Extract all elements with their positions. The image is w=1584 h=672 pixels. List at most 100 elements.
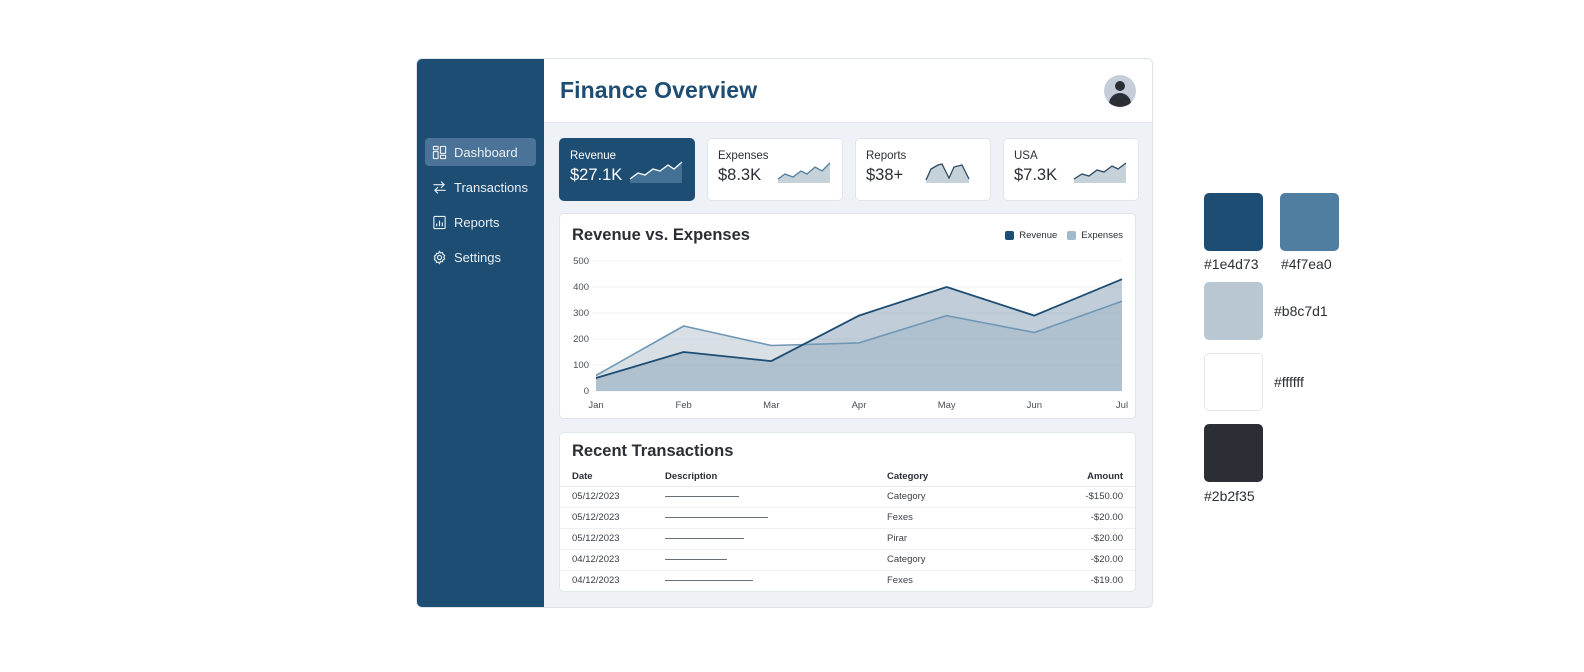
sidebar-item-settings[interactable]: Settings <box>425 243 536 271</box>
sidebar-item-label: Transactions <box>454 179 528 195</box>
kpi-card-expenses[interactable]: Expenses $8.3K <box>707 138 843 201</box>
transactions-table: Date Description Category Amount 05/12/2… <box>560 467 1135 591</box>
cell-category: Fexes <box>887 575 913 587</box>
palette-label: #ffffff <box>1274 374 1304 390</box>
cell-amount: -$19.00 <box>1090 575 1123 587</box>
y-tick-label: 300 <box>573 308 589 319</box>
cell-description <box>665 570 887 591</box>
kpi-value: $7.3K <box>1014 166 1058 184</box>
description-placeholder-line <box>665 496 739 497</box>
table-header-row: Date Description Category Amount <box>560 467 1135 487</box>
sidebar-item-label: Reports <box>454 214 500 230</box>
cell-category: Pirar <box>887 528 1000 550</box>
y-tick-label: 100 <box>573 360 589 371</box>
x-tick-label: Mar <box>763 400 779 411</box>
transactions-title: Recent Transactions <box>572 442 734 460</box>
x-tick-label: Jul <box>1116 400 1128 411</box>
cell-amount: -$20.00 <box>999 549 1135 571</box>
y-tick-label: 400 <box>573 282 589 293</box>
sidebar-item-transactions[interactable]: Transactions <box>425 173 536 201</box>
chart-title: Revenue vs. Expenses <box>572 226 750 244</box>
main-content: Finance Overview Revenue $27.1K Expenses… <box>544 59 1152 607</box>
cell-date: 05/12/2023 <box>560 486 665 508</box>
column-header-description[interactable]: Description <box>665 467 887 487</box>
kpi-label: Revenue <box>570 150 617 162</box>
y-tick-label: 200 <box>573 334 589 345</box>
expenses-line <box>595 300 1123 377</box>
palette-swatch-primary <box>1204 193 1263 251</box>
swap-arrows-icon <box>433 180 446 194</box>
palette-label: #2b2f35 <box>1204 488 1255 504</box>
dashboard-grid-icon <box>432 145 447 159</box>
user-avatar-icon[interactable] <box>1104 74 1136 107</box>
x-tick-label: Jun <box>1027 400 1042 411</box>
revenue-line <box>595 278 1123 379</box>
cell-date: 05/12/2023 <box>560 507 665 529</box>
sparkline-icon <box>629 161 683 183</box>
description-placeholder-line <box>665 559 727 560</box>
sparkline-icon <box>777 162 831 183</box>
revenue-expenses-chart-card: Revenue vs. Expenses Revenue Expenses 0 1… <box>559 213 1136 419</box>
legend-item-revenue[interactable]: Revenue <box>1005 230 1057 241</box>
column-header-amount[interactable]: Amount <box>999 467 1135 487</box>
legend-swatch <box>1005 231 1015 240</box>
sparkline-icon <box>925 163 970 183</box>
table-row[interactable]: 05/12/2023 Category -$150.00 <box>560 486 1135 508</box>
y-tick-label: 0 <box>584 386 589 397</box>
avatar-body <box>1109 92 1131 107</box>
recent-transactions-card: Recent Transactions Date Description Cat… <box>559 432 1136 592</box>
cell-date: 05/12/2023 <box>560 528 665 550</box>
sparkline-icon <box>1073 162 1127 183</box>
sidebar: Dashboard Transactions Reports Settings <box>417 59 544 607</box>
kpi-label: Expenses <box>718 150 769 162</box>
cell-description <box>665 507 887 529</box>
x-tick-label: Jan <box>588 400 603 411</box>
report-chart-icon <box>433 215 446 229</box>
area-chart: 0 100 200 300 400 500 Jan Feb Mar Apr May Jun Jul <box>573 256 1128 411</box>
palette-swatch-secondary <box>1280 193 1339 251</box>
kpi-card-revenue[interactable]: Revenue $27.1K <box>559 138 695 201</box>
description-placeholder-line <box>665 538 744 539</box>
y-tick-label: 500 <box>573 256 589 267</box>
page-title: Finance Overview <box>560 77 758 103</box>
cell-category: Fexes <box>887 507 1000 529</box>
kpi-card-reports[interactable]: Reports $38+ <box>855 138 991 201</box>
cell-description <box>665 549 887 571</box>
x-tick-label: Apr <box>852 400 867 411</box>
column-header-date[interactable]: Date <box>560 467 665 487</box>
sidebar-item-dashboard[interactable]: Dashboard <box>425 138 536 166</box>
legend-label: Expenses <box>1081 230 1123 241</box>
cell-category: Category <box>887 549 1000 571</box>
sidebar-item-label: Settings <box>454 249 501 265</box>
page-header: Finance Overview <box>544 59 1152 123</box>
table-row[interactable]: 04/12/2023 Category -$20.00 <box>560 549 1135 571</box>
gear-icon <box>433 249 446 265</box>
sidebar-item-reports[interactable]: Reports <box>425 208 536 236</box>
kpi-value: $38+ <box>866 166 904 184</box>
legend-item-expenses[interactable]: Expenses <box>1067 230 1123 241</box>
kpi-label: Reports <box>866 150 907 162</box>
cell-description <box>665 528 887 550</box>
legend-label: Revenue <box>1019 230 1058 241</box>
table-row[interactable]: 04/12/2023 Fexes -$19.00 <box>560 570 1135 591</box>
table-row[interactable]: 05/12/2023 Pirar -$20.00 <box>560 528 1135 550</box>
cell-category: Category <box>887 486 1000 508</box>
kpi-card-usa[interactable]: USA $7.3K <box>1003 138 1139 201</box>
sidebar-item-label: Dashboard <box>454 144 518 160</box>
cell-date: 04/12/2023 <box>572 575 620 587</box>
table-row[interactable]: 05/12/2023 Fexes -$20.00 <box>560 507 1135 529</box>
cell-amount: -$20.00 <box>999 507 1135 529</box>
cell-amount: -$150.00 <box>999 486 1135 508</box>
chart-legend: Revenue Expenses <box>1005 230 1123 241</box>
kpi-label: USA <box>1014 150 1038 162</box>
kpi-row: Revenue $27.1K Expenses $8.3K Reports $3… <box>559 138 1139 201</box>
app-window: Dashboard Transactions Reports Settings … <box>416 58 1153 608</box>
cell-amount: -$20.00 <box>999 528 1135 550</box>
cell-date: 04/12/2023 <box>560 549 665 571</box>
palette-label: #1e4d73 <box>1204 256 1259 272</box>
palette-swatch-dark <box>1204 424 1263 482</box>
description-placeholder-line <box>665 580 753 582</box>
x-tick-label: May <box>938 400 956 411</box>
column-header-category[interactable]: Category <box>887 467 1000 487</box>
kpi-value: $8.3K <box>718 166 762 184</box>
